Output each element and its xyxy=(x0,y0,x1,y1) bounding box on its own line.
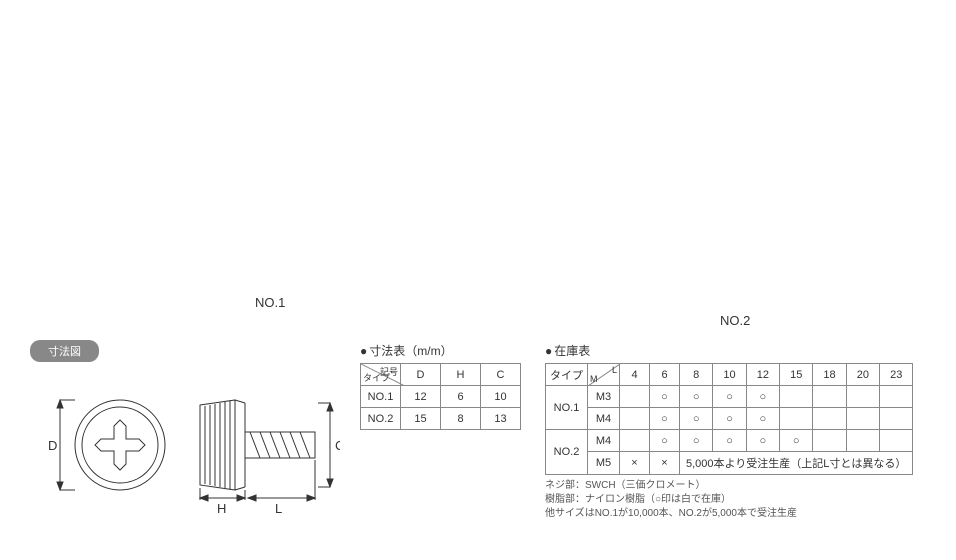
table-row: NO.2 M4 ○ ○ ○ ○ ○ xyxy=(546,430,913,452)
stock-header-diagonal: M L xyxy=(588,364,620,386)
dimension-table-section: 寸法表（m/m） タイプ 記号 D H C NO.1 12 6 10 NO.2 xyxy=(360,340,525,430)
note-line: 樹脂部：ナイロン樹脂（○印は白で在庫） xyxy=(545,493,926,507)
diagram-label-l: L xyxy=(275,501,282,516)
stock-col: 10 xyxy=(713,364,746,386)
stock-table-section: 在庫表 タイプ M L 4 6 8 10 12 15 18 20 23 xyxy=(545,340,926,521)
dimension-diagram: D xyxy=(30,370,340,520)
table-row: M5 × × 5,000本より受注生産（上記L寸とは異なる） xyxy=(546,452,913,475)
merged-note-cell: 5,000本より受注生産（上記L寸とは異なる） xyxy=(680,452,913,475)
table-row: M4 ○ ○ ○ ○ xyxy=(546,408,913,430)
stock-col: 12 xyxy=(746,364,779,386)
stock-col: 23 xyxy=(880,364,913,386)
notes: ネジ部：SWCH（三価クロメート） 樹脂部：ナイロン樹脂（○印は白で在庫） 他サ… xyxy=(545,479,926,521)
diagram-label-c: C xyxy=(335,438,340,453)
stock-col: 6 xyxy=(650,364,680,386)
lower-section: 寸法図 D xyxy=(0,340,956,521)
dimension-table: タイプ 記号 D H C NO.1 12 6 10 NO.2 15 8 13 xyxy=(360,363,521,430)
dimension-table-title: 寸法表（m/m） xyxy=(360,342,525,359)
diagram-label-h: H xyxy=(217,501,226,516)
stock-col: 20 xyxy=(846,364,879,386)
stock-header-type: タイプ xyxy=(546,364,588,386)
table-row: NO.2 15 8 13 xyxy=(361,408,521,430)
stock-table: タイプ M L 4 6 8 10 12 15 18 20 23 NO.1 M3 xyxy=(545,363,913,475)
diagram-title: 寸法図 xyxy=(30,340,99,362)
product-photo-area: NO.1 NO.2 xyxy=(0,0,956,340)
dim-col-c: C xyxy=(481,364,521,386)
stock-col: 15 xyxy=(780,364,813,386)
note-line: ネジ部：SWCH（三価クロメート） xyxy=(545,479,926,493)
photo-label-2: NO.2 xyxy=(720,313,750,328)
note-line: 他サイズはNO.1が10,000本、NO.2が5,000本で受注生産 xyxy=(545,507,926,521)
dim-col-d: D xyxy=(401,364,441,386)
stock-col: 8 xyxy=(680,364,713,386)
table-row: NO.1 12 6 10 xyxy=(361,386,521,408)
stock-table-title: 在庫表 xyxy=(545,342,926,359)
diagram-label-d: D xyxy=(48,438,57,453)
dim-header-diagonal: タイプ 記号 xyxy=(361,364,401,386)
photo-label-1: NO.1 xyxy=(255,295,285,310)
table-row: NO.1 M3 ○ ○ ○ ○ xyxy=(546,386,913,408)
stock-col: 18 xyxy=(813,364,846,386)
dim-col-h: H xyxy=(441,364,481,386)
stock-col: 4 xyxy=(620,364,650,386)
dimension-diagram-section: 寸法図 D xyxy=(30,340,340,520)
